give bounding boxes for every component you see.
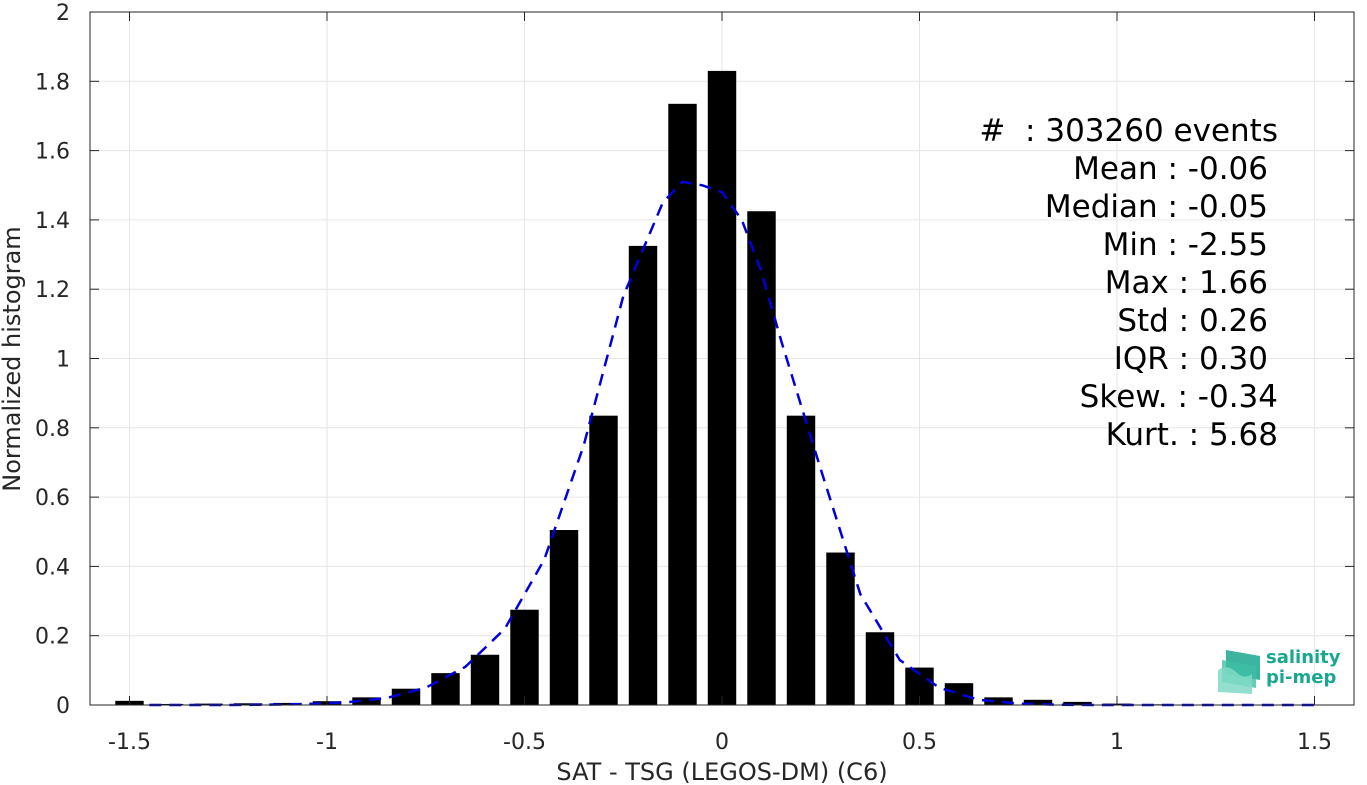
y-tick-label: 0.8 (35, 417, 70, 442)
x-tick-label: 0.5 (902, 730, 937, 755)
y-tick-label: 0.2 (35, 625, 70, 650)
stat-iqr: IQR : 0.30 (1113, 341, 1268, 377)
histogram-bar (786, 415, 816, 705)
y-tick-label: 1 (56, 348, 70, 373)
x-tick-label: -1.5 (108, 730, 151, 755)
histogram-bar (984, 697, 1013, 705)
histogram-bar (470, 654, 500, 705)
y-axis-label: Normalized histogram (0, 226, 26, 491)
axes (89, 11, 1355, 706)
x-tick-label: 1 (1110, 730, 1124, 755)
stat-events: # : 303260 events (979, 113, 1278, 149)
histogram-bar (944, 683, 974, 705)
y-tick-label: 0.4 (35, 555, 70, 580)
stat-median: Median : -0.05 (1044, 189, 1268, 225)
y-tick-label: 0 (56, 694, 70, 719)
stat-min: Min : -2.55 (1102, 227, 1268, 263)
logo-line1: salinity (1266, 647, 1341, 668)
histogram-bar (233, 703, 263, 705)
x-tick-label: -0.5 (503, 730, 546, 755)
y-tick-labels: 0 0.2 0.4 0.6 0.8 1 1.2 1.4 1.6 1.8 2 (35, 1, 70, 719)
histogram-bar (826, 552, 855, 705)
x-tick-label: 1.5 (1297, 730, 1332, 755)
logo-icon (1218, 650, 1260, 694)
histogram-bar (668, 103, 697, 705)
fit-curve (149, 180, 1315, 707)
histogram-bar (194, 703, 223, 705)
stat-max: Max : 1.66 (1104, 265, 1268, 301)
histogram-bar (352, 697, 381, 705)
statistics-box: # : 303260 events Mean : -0.06 Median : … (900, 112, 1278, 454)
histogram-bar (1063, 701, 1092, 705)
stat-std: Std : 0.26 (1117, 303, 1268, 339)
y-tick-label: 1.4 (35, 209, 70, 234)
histogram-bar (273, 702, 302, 705)
histogram-bars (115, 70, 1329, 706)
stat-kurt: Kurt. : 5.68 (1105, 417, 1278, 453)
histogram-bar (747, 211, 776, 706)
x-tick-label: 0 (715, 730, 729, 755)
histogram-bar (1023, 699, 1053, 705)
histogram-bar (391, 688, 421, 705)
y-tick-label: 2 (56, 1, 70, 26)
y-tick-label: 1.8 (35, 70, 70, 95)
histogram-bar (628, 245, 658, 705)
histogram-bar (707, 70, 737, 705)
stat-skew: Skew. : -0.34 (1079, 379, 1278, 415)
x-axis-label: SAT - TSG (LEGOS-DM) (C6) (556, 758, 887, 785)
x-tick-label: -1 (316, 730, 338, 755)
histogram-bar (589, 415, 618, 705)
histogram-bar (154, 703, 184, 705)
histogram-bar (431, 673, 460, 705)
y-tick-label: 0.6 (35, 486, 70, 511)
logo-line2: pi-mep (1266, 667, 1337, 688)
salinity-pi-mep-logo: salinity pi-mep (1216, 646, 1346, 696)
stat-mean: Mean : -0.06 (1073, 151, 1268, 187)
x-tick-labels: -1.5 -1 -0.5 0 0.5 1 1.5 (108, 730, 1332, 755)
histogram-bar (549, 530, 579, 705)
histogram-bar (510, 609, 539, 705)
y-tick-label: 1.2 (35, 278, 70, 303)
y-tick-label: 1.6 (35, 140, 70, 165)
